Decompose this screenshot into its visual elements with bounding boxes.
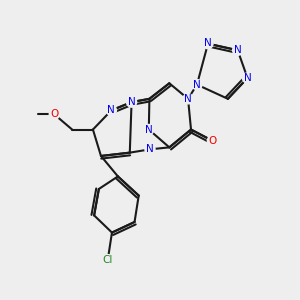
Circle shape — [127, 97, 136, 107]
Circle shape — [232, 45, 243, 55]
Text: O: O — [50, 109, 58, 119]
Text: N: N — [204, 38, 212, 48]
Text: N: N — [244, 73, 251, 83]
Circle shape — [242, 73, 253, 83]
Circle shape — [49, 109, 59, 119]
Text: N: N — [128, 97, 135, 107]
Text: N: N — [146, 144, 154, 154]
Text: N: N — [145, 124, 153, 134]
Circle shape — [144, 124, 154, 135]
Circle shape — [183, 94, 193, 104]
Circle shape — [207, 136, 218, 146]
Circle shape — [192, 80, 202, 90]
Text: N: N — [234, 45, 242, 55]
Text: N: N — [193, 80, 201, 90]
Circle shape — [103, 255, 113, 265]
Text: Cl: Cl — [103, 255, 113, 265]
Circle shape — [203, 39, 213, 49]
Text: O: O — [208, 136, 217, 146]
Circle shape — [145, 144, 155, 154]
Text: N: N — [184, 94, 192, 104]
Text: N: N — [107, 105, 115, 116]
Circle shape — [106, 105, 116, 116]
